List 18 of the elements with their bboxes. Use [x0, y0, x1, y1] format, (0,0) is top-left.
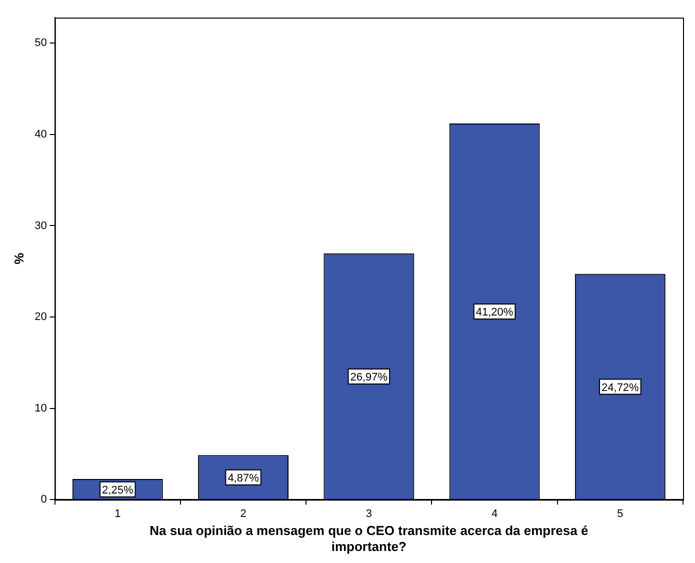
x-axis-title: Na sua opinião a mensagem que o CEO transmite acerca da empresa é importante?: [150, 523, 588, 554]
data-label: 4,87%: [228, 472, 260, 484]
x-tick-label: 3: [366, 508, 372, 520]
y-tick-label: 20: [34, 311, 47, 324]
x-tick-label: 5: [617, 508, 624, 520]
x-tick-label: 1: [114, 508, 121, 520]
data-label: 2,25%: [102, 484, 134, 496]
y-tick-label: 10: [34, 402, 47, 414]
y-tick-label: 40: [34, 128, 47, 140]
x-tick-label: 2: [240, 508, 246, 520]
data-label: 41,20%: [476, 306, 514, 319]
data-label: 24,72%: [602, 382, 640, 394]
y-tick-label: 30: [34, 220, 47, 232]
y-axis-title: %: [11, 252, 26, 264]
x-tick-label: 4: [491, 508, 498, 520]
y-tick-label: 0: [40, 494, 47, 506]
y-tick-label: 50: [34, 37, 47, 50]
data-label: 26,97%: [350, 372, 388, 384]
